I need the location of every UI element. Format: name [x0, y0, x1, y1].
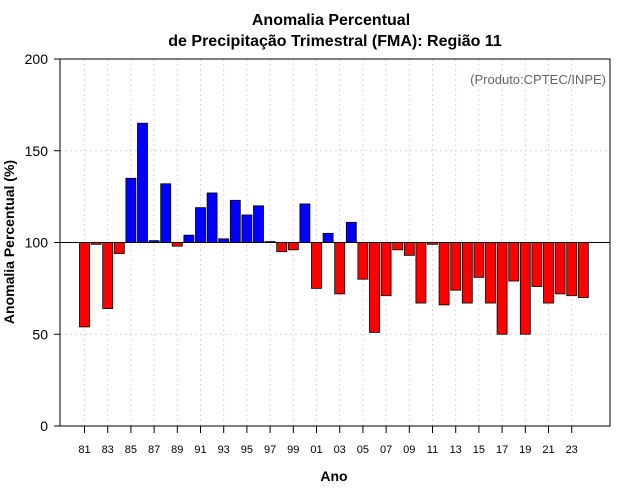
x-tick-label-07: 07	[380, 444, 392, 456]
product-annotation: (Produto:CPTEC/INPE)	[470, 72, 606, 87]
bar-15	[473, 242, 485, 278]
bar-99	[287, 242, 299, 251]
bar-01	[311, 242, 322, 289]
x-tick-label-15: 15	[473, 444, 485, 456]
bar-95	[241, 214, 253, 243]
x-tick-label-83: 83	[102, 444, 114, 456]
bar-88	[160, 183, 172, 243]
x-axis-label: Ano	[320, 468, 347, 484]
bar-13	[450, 242, 462, 291]
x-tick-label-17: 17	[496, 444, 508, 456]
y-tick-label-200: 200	[25, 51, 49, 67]
bar-91	[195, 207, 206, 243]
bar-81	[79, 242, 90, 328]
x-tick-label-93: 93	[218, 444, 230, 456]
bar-23	[566, 242, 578, 297]
bar-18	[508, 242, 520, 282]
bar-98	[276, 242, 288, 253]
y-tick-label-50: 50	[32, 326, 48, 342]
x-tick-label-89: 89	[171, 444, 183, 456]
x-axis: 81 83 85 87 89 91 93 95 97 99 01 03 05 07 09 11 13 15 17 19…	[78, 426, 578, 456]
bar-89	[171, 242, 183, 247]
bar-83	[102, 242, 114, 309]
x-tick-label-97: 97	[264, 444, 276, 456]
bar-24	[577, 242, 589, 298]
bar-22	[554, 242, 566, 295]
x-tick-label-87: 87	[148, 444, 160, 456]
bar-90	[183, 234, 195, 243]
bars	[79, 122, 589, 335]
x-tick-label-19: 19	[519, 444, 531, 456]
bar-17	[496, 242, 508, 335]
bar-00	[299, 203, 311, 243]
x-tick-label-01: 01	[310, 444, 322, 456]
bar-85	[125, 177, 137, 243]
bar-03	[334, 242, 346, 295]
x-tick-label-23: 23	[566, 444, 578, 456]
bar-96	[253, 205, 264, 243]
bar-94	[229, 199, 241, 243]
x-tick-label-09: 09	[403, 444, 415, 456]
bar-92	[206, 192, 218, 243]
x-tick-label-03: 03	[334, 444, 346, 456]
chart-subtitle: de Precipitação Trimestral (FMA): Região…	[168, 33, 502, 50]
bar-08	[392, 242, 404, 251]
bar-93	[218, 238, 230, 243]
y-axis-label: Anomalia Percentual (%)	[1, 160, 17, 324]
y-tick-label-100: 100	[25, 235, 49, 251]
bar-02	[322, 232, 334, 243]
x-tick-label-13: 13	[450, 444, 462, 456]
x-tick-label-05: 05	[357, 444, 369, 456]
bar-86	[137, 122, 148, 243]
bar-04	[345, 221, 357, 243]
grid-lines	[60, 58, 610, 427]
bar-84	[113, 242, 125, 254]
bar-05	[357, 242, 369, 280]
x-tick-label-95: 95	[241, 444, 253, 456]
bar-21	[543, 242, 554, 304]
bar-09	[403, 242, 415, 256]
bar-20	[531, 242, 543, 287]
y-tick-label-0: 0	[40, 418, 48, 434]
bar-19	[519, 242, 531, 335]
chart-title: Anomalia Percentual	[252, 12, 410, 29]
bar-10	[415, 242, 427, 304]
x-tick-label-21: 21	[542, 444, 554, 456]
x-tick-label-91: 91	[194, 444, 206, 456]
y-axis: 0 50 100 150 200	[25, 51, 60, 434]
bar-12	[438, 242, 450, 306]
bar-06	[369, 242, 380, 333]
x-tick-label-11: 11	[427, 444, 438, 456]
y-tick-label-150: 150	[25, 143, 49, 159]
x-tick-label-99: 99	[287, 444, 299, 456]
bar-14	[461, 242, 473, 304]
bar-07	[380, 242, 392, 297]
x-tick-label-81: 81	[78, 444, 90, 456]
x-tick-label-85: 85	[125, 444, 137, 456]
bar-16	[485, 242, 496, 304]
